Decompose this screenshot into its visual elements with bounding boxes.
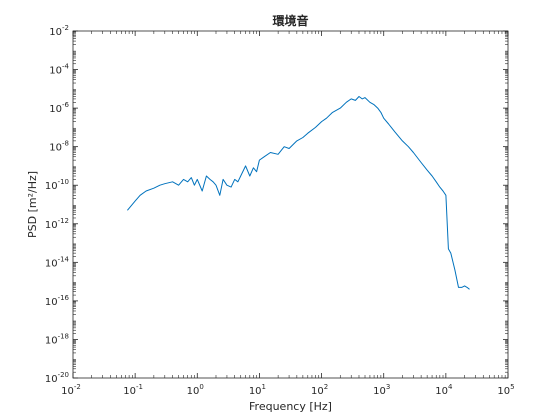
y-tick-label: 10-20: [45, 371, 69, 385]
y-tick-label: 10-14: [45, 255, 70, 269]
y-tick-label: 10-18: [45, 332, 69, 346]
x-tick-label: 10-1: [123, 383, 143, 397]
x-tick-label: 105: [497, 383, 514, 397]
y-tick-label: 10-4: [49, 63, 69, 77]
data-layer: [127, 96, 470, 290]
y-tick-label: 10-8: [49, 140, 69, 154]
y-tick-label: 10-6: [49, 101, 69, 115]
x-axis-title: Frequency [Hz]: [249, 400, 332, 413]
x-tick-label: 103: [373, 383, 390, 397]
x-tick-label: 100: [187, 383, 204, 397]
y-tick-label: 10-16: [45, 294, 70, 308]
x-tick-label: 104: [435, 383, 453, 397]
y-tick-label: 10-12: [45, 217, 69, 231]
psd-series-line: [127, 96, 470, 290]
x-tick-label: 101: [249, 383, 266, 397]
x-tick-label: 10-2: [61, 383, 81, 397]
chart-title: 環境音: [272, 13, 308, 28]
y-tick-label: 10-10: [45, 178, 69, 192]
x-tick-labels: 10-2 10-1 100 101 102 103 104 105: [61, 383, 514, 397]
plot-frame: [72, 30, 509, 379]
y-tick-labels: 10-20 10-18 10-16 10-14 10-12 10-10 10-8 10-6 10…: [45, 24, 70, 385]
y-axis-title: PSD [m²/Hz]: [26, 171, 39, 238]
x-tick-label: 102: [311, 383, 328, 397]
y-tick-label: 10-2: [49, 24, 69, 38]
plot-area: [73, 31, 508, 378]
